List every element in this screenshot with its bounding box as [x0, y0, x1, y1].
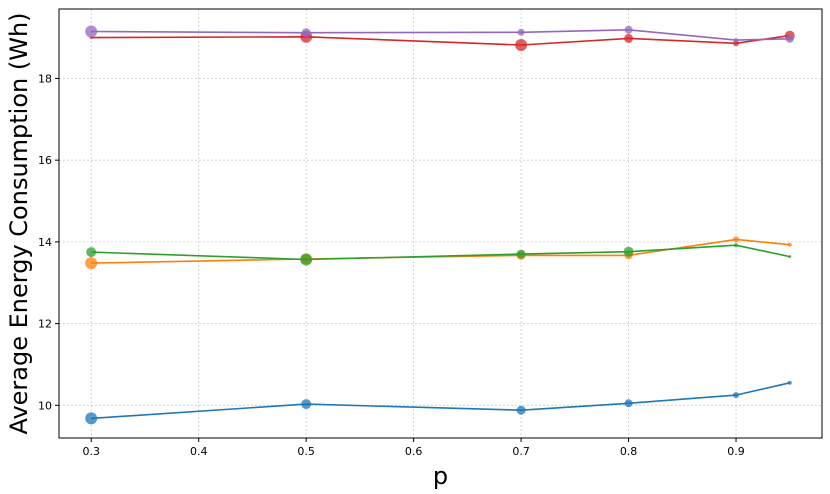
y-axis: 10 12 14 16 18: [38, 72, 59, 412]
x-tick-label: 0.8: [620, 445, 638, 458]
x-tick-label: 0.9: [727, 445, 745, 458]
series-2: [86, 243, 792, 266]
data-point: [624, 33, 634, 43]
series-line: [91, 382, 790, 420]
series-4: [85, 25, 794, 43]
data-point: [301, 399, 312, 410]
data-point: [623, 246, 634, 257]
y-tick-label: 16: [38, 154, 52, 167]
data-point: [733, 236, 739, 243]
data-point: [516, 405, 526, 415]
data-point: [787, 380, 792, 385]
data-point: [785, 34, 794, 43]
series-line: [91, 244, 790, 261]
data-point: [788, 255, 792, 259]
data-point: [624, 25, 633, 34]
series-layer: [85, 25, 795, 425]
x-axis-label: p: [433, 462, 448, 490]
y-tick-label: 12: [38, 318, 52, 331]
data-point: [516, 249, 526, 259]
data-point: [517, 28, 525, 36]
x-tick-label: 0.3: [82, 445, 100, 458]
data-point: [85, 25, 98, 38]
data-point: [734, 243, 738, 248]
x-tick-label: 0.5: [297, 445, 315, 458]
data-point: [85, 257, 98, 270]
series-line: [91, 34, 790, 46]
data-point: [301, 28, 311, 38]
y-axis-label: Average Energy Consumption (Wh): [5, 12, 33, 434]
data-point: [624, 399, 633, 408]
series-0: [85, 380, 792, 425]
data-point: [787, 242, 792, 247]
x-tick-label: 0.4: [190, 445, 208, 458]
x-tick-label: 0.6: [405, 445, 423, 458]
x-axis: 0.3 0.4 0.5 0.6 0.7 0.8 0.9: [82, 438, 745, 458]
series-line: [91, 238, 790, 264]
y-tick-label: 18: [38, 72, 52, 85]
data-point: [86, 247, 97, 258]
grid: [59, 9, 822, 438]
data-point: [734, 38, 738, 43]
data-point: [733, 40, 739, 47]
data-point: [733, 392, 739, 399]
y-tick-label: 14: [38, 236, 52, 249]
data-point: [300, 253, 313, 266]
plot-frame: [58, 8, 823, 439]
data-point: [85, 412, 98, 425]
y-tick-label: 10: [38, 399, 52, 412]
x-tick-label: 0.7: [512, 445, 530, 458]
data-point: [515, 39, 528, 51]
series-line: [91, 28, 790, 41]
